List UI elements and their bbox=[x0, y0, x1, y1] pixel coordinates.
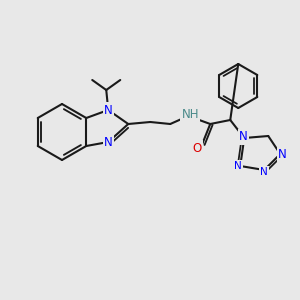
Text: N: N bbox=[260, 167, 268, 177]
Text: N: N bbox=[239, 130, 248, 143]
Text: N: N bbox=[278, 148, 286, 160]
Text: O: O bbox=[193, 142, 202, 154]
Text: N: N bbox=[104, 136, 112, 148]
Text: N: N bbox=[104, 103, 112, 116]
Text: NH: NH bbox=[182, 107, 199, 121]
Text: N: N bbox=[234, 161, 242, 171]
